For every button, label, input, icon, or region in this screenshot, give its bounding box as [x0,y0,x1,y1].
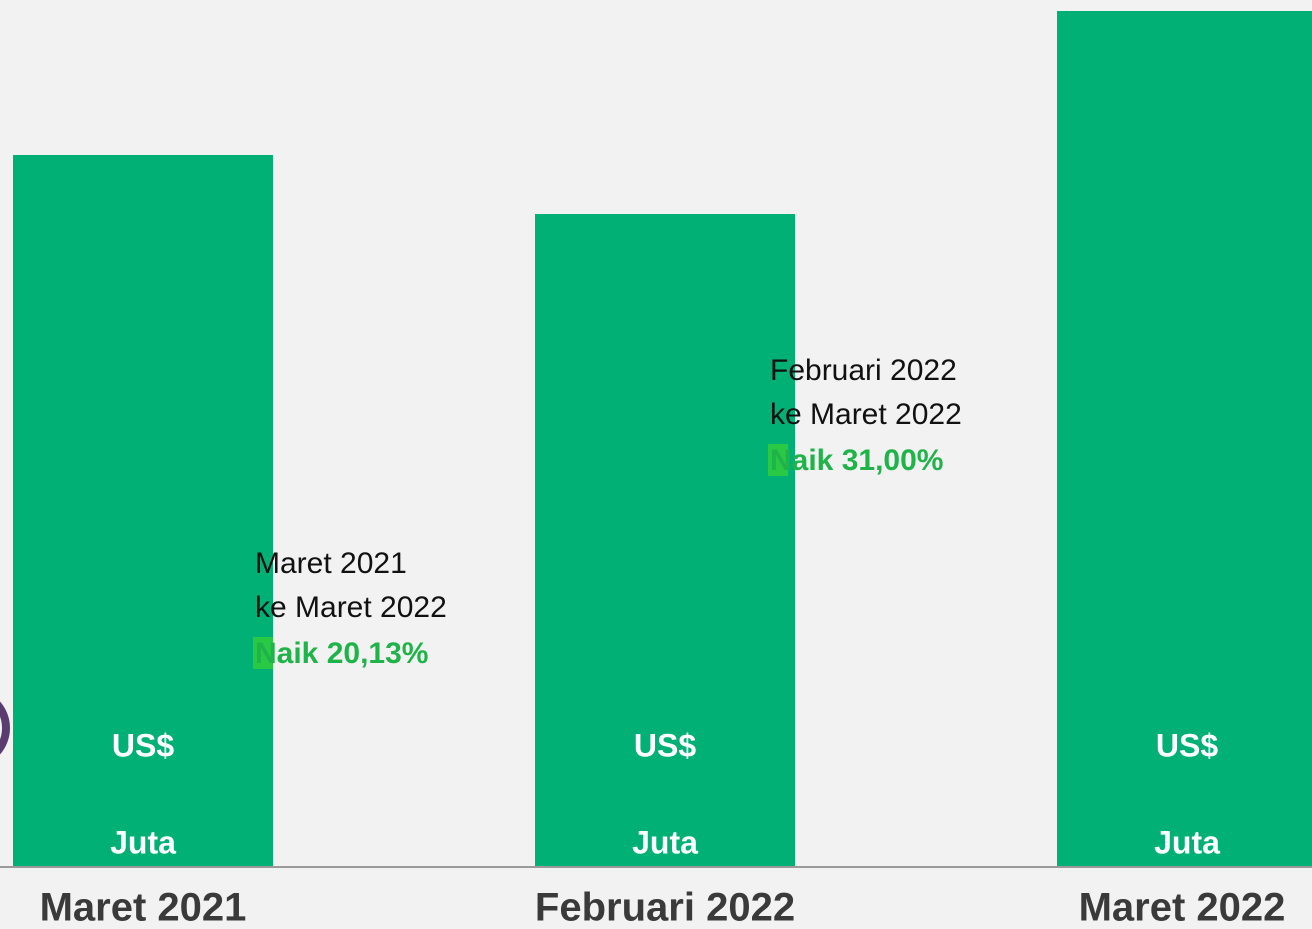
highlight-marker [768,444,788,476]
bar-label-unit: Juta [110,824,176,860]
bar-label-unit: Juta [632,824,698,860]
bar [1057,11,1312,866]
annotation-highlight: Naik 31,00% [770,444,943,477]
bar-label-currency: US$ [112,727,174,763]
x-tick-label: Februari 2022 [535,886,795,929]
annotation-line: Maret 2021 [255,547,407,580]
bar-label-unit: Juta [1154,824,1220,860]
annotation-line: Februari 2022 [770,354,957,387]
decoration-circle [0,701,10,755]
x-tick-label: Maret 2021 [40,886,247,929]
bar-label-currency: US$ [634,727,696,763]
annotation-line: ke Maret 2022 [255,591,447,624]
bar [535,214,795,866]
annotation-line: ke Maret 2022 [770,398,962,431]
bar [13,155,273,866]
annotation-highlight: Naik 20,13% [255,637,428,670]
bar-label-currency: US$ [1156,727,1218,763]
highlight-marker [253,637,273,669]
x-tick-label: Maret 2022 [1079,886,1286,929]
